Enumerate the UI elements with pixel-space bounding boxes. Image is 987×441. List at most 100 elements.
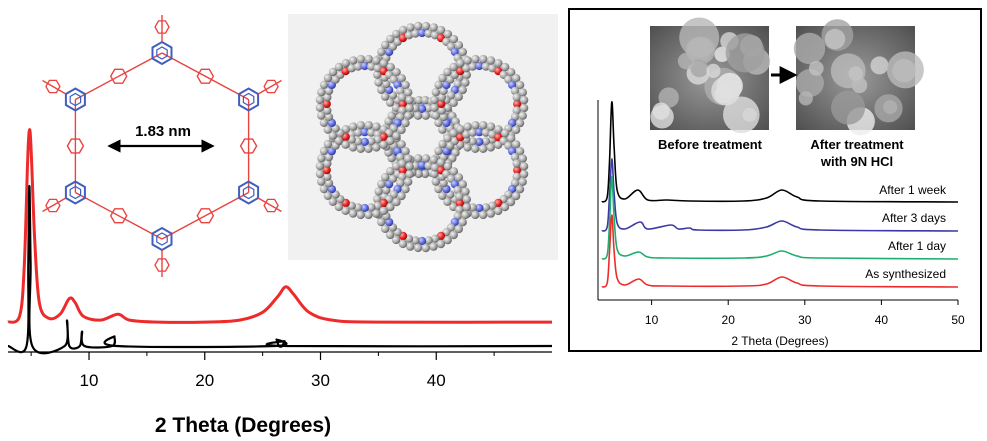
before-treatment-label: Before treatment bbox=[658, 137, 763, 152]
atom-sphere bbox=[436, 239, 446, 249]
atom-sphere bbox=[398, 106, 407, 115]
atom-sphere bbox=[405, 95, 414, 105]
atom-sphere bbox=[398, 99, 407, 109]
atom-sphere bbox=[478, 144, 488, 153]
atom-sphere bbox=[379, 140, 388, 149]
atom-sphere bbox=[454, 92, 463, 102]
atom-sphere bbox=[356, 144, 365, 153]
atom-sphere bbox=[405, 103, 414, 113]
atom-sphere bbox=[417, 28, 427, 38]
atom-sphere bbox=[486, 56, 496, 65]
atom-sphere bbox=[348, 143, 358, 152]
atom-sphere bbox=[510, 86, 520, 96]
sem-particle bbox=[690, 59, 709, 78]
space-filling-model-background bbox=[288, 14, 558, 260]
atom-sphere bbox=[421, 95, 430, 105]
atom-sphere bbox=[322, 99, 331, 109]
atom-sphere bbox=[455, 192, 464, 201]
atom-sphere bbox=[468, 137, 477, 146]
atom-sphere bbox=[413, 111, 423, 120]
atom-sphere bbox=[461, 210, 470, 220]
atom-sphere bbox=[488, 201, 497, 210]
atom-sphere bbox=[349, 122, 358, 131]
atom-sphere bbox=[315, 95, 325, 105]
atom-sphere bbox=[324, 112, 334, 122]
atom-sphere bbox=[374, 187, 383, 196]
inset-series-label: As synthesized bbox=[865, 267, 946, 281]
atom-sphere bbox=[353, 203, 363, 212]
atom-sphere bbox=[411, 29, 420, 38]
sem-particle bbox=[650, 105, 674, 129]
x-tick-label: 30 bbox=[311, 371, 330, 390]
atom-sphere bbox=[319, 80, 329, 90]
atom-sphere bbox=[385, 230, 395, 240]
atom-sphere bbox=[377, 47, 386, 56]
atom-sphere bbox=[319, 118, 329, 128]
atom-sphere bbox=[456, 125, 465, 134]
atom-sphere bbox=[381, 173, 390, 182]
atom-sphere bbox=[319, 146, 329, 156]
atom-sphere bbox=[463, 56, 472, 65]
atom-sphere bbox=[512, 93, 521, 102]
atom-sphere bbox=[461, 187, 470, 196]
atom-sphere bbox=[486, 209, 495, 218]
atom-sphere bbox=[380, 92, 390, 101]
atom-sphere bbox=[421, 111, 430, 120]
after-treatment-label-line2: with 9N HCl bbox=[820, 154, 893, 169]
atom-sphere bbox=[353, 62, 363, 71]
atom-sphere bbox=[430, 95, 439, 105]
atom-sphere bbox=[356, 210, 365, 220]
atom-sphere bbox=[360, 127, 369, 137]
sem-image-before bbox=[650, 17, 771, 134]
atom-sphere bbox=[511, 191, 521, 201]
atom-sphere bbox=[519, 103, 529, 113]
inset-series-label: After 1 week bbox=[879, 183, 947, 197]
atom-sphere bbox=[513, 99, 522, 109]
atom-sphere bbox=[430, 103, 439, 112]
triazine-core-ring bbox=[151, 40, 173, 66]
atom-sphere bbox=[386, 202, 395, 212]
atom-sphere bbox=[475, 137, 484, 147]
atom-sphere bbox=[372, 56, 381, 65]
atom-sphere bbox=[323, 73, 333, 83]
atom-sphere bbox=[398, 172, 407, 181]
sem-particle bbox=[706, 63, 721, 78]
atom-sphere bbox=[367, 137, 376, 146]
atom-sphere bbox=[404, 177, 413, 186]
x-tick-label: 40 bbox=[427, 371, 446, 390]
sem-particle bbox=[793, 32, 826, 65]
atom-sphere bbox=[323, 139, 333, 149]
linker-phenyl-ring bbox=[109, 68, 128, 84]
sem-particle bbox=[795, 69, 824, 97]
atom-sphere bbox=[512, 106, 521, 115]
outer-phenyl-ring bbox=[263, 198, 279, 213]
atom-sphere bbox=[397, 125, 406, 135]
atom-sphere bbox=[317, 177, 326, 186]
atom-sphere bbox=[486, 122, 496, 131]
sem-particle bbox=[808, 61, 824, 76]
atom-sphere bbox=[439, 178, 448, 188]
atom-sphere bbox=[397, 191, 406, 201]
atom-sphere bbox=[381, 40, 390, 50]
atom-sphere bbox=[479, 121, 488, 130]
atom-sphere bbox=[436, 25, 446, 35]
atom-sphere bbox=[513, 165, 522, 175]
pxrd-chart-inset: 10 20 30 40 50 After 1 week After 3 days After… bbox=[597, 100, 965, 348]
atom-sphere bbox=[481, 137, 491, 146]
atom-sphere bbox=[481, 128, 491, 137]
atom-sphere bbox=[377, 217, 386, 227]
atom-sphere bbox=[449, 128, 458, 138]
atom-sphere bbox=[334, 202, 343, 212]
atom-sphere bbox=[315, 161, 325, 171]
atom-sphere bbox=[317, 111, 326, 120]
atom-sphere bbox=[420, 169, 430, 179]
atom-sphere bbox=[404, 154, 413, 163]
atom-sphere bbox=[360, 61, 369, 71]
atom-sphere bbox=[392, 68, 401, 77]
atom-sphere bbox=[421, 243, 430, 253]
sem-particle bbox=[725, 33, 765, 73]
inset-x-tick-label: 20 bbox=[722, 313, 736, 327]
atom-sphere bbox=[438, 125, 447, 134]
atom-sphere bbox=[461, 78, 470, 87]
atom-sphere bbox=[377, 179, 386, 189]
